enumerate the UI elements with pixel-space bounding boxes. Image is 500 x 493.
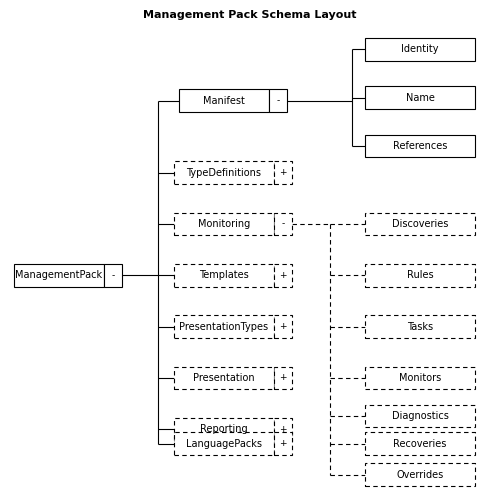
Text: +: + (279, 322, 287, 331)
Bar (174, 212, 274, 235)
Text: Manifest: Manifest (203, 96, 245, 106)
Bar (365, 432, 475, 455)
Text: Recoveries: Recoveries (394, 439, 446, 449)
Bar (274, 161, 292, 184)
Text: +: + (279, 168, 287, 177)
Bar (104, 264, 122, 286)
Bar (274, 316, 292, 338)
Text: Discoveries: Discoveries (392, 219, 448, 229)
Bar (274, 212, 292, 235)
Text: Identity: Identity (401, 44, 439, 54)
Bar (274, 432, 292, 455)
Bar (365, 135, 475, 157)
Bar (365, 405, 475, 427)
Bar (174, 367, 274, 389)
Bar (179, 89, 269, 112)
Text: TypeDefinitions: TypeDefinitions (186, 168, 262, 177)
Text: References: References (393, 141, 447, 151)
Text: Name: Name (406, 93, 434, 103)
Bar (365, 316, 475, 338)
Text: Monitoring: Monitoring (198, 219, 250, 229)
Bar (365, 38, 475, 61)
Text: Tasks: Tasks (407, 321, 433, 332)
Bar (174, 432, 274, 455)
Bar (274, 418, 292, 441)
Text: PresentationTypes: PresentationTypes (180, 321, 268, 332)
Bar (14, 264, 104, 286)
Bar (365, 463, 475, 486)
Text: +: + (279, 374, 287, 383)
Text: +: + (279, 425, 287, 434)
Text: Overrides: Overrides (396, 469, 444, 480)
Bar (365, 86, 475, 109)
Bar (365, 264, 475, 286)
Text: Presentation: Presentation (193, 373, 255, 383)
Text: Monitors: Monitors (399, 373, 441, 383)
Text: ManagementPack: ManagementPack (16, 270, 102, 280)
Text: -: - (276, 96, 280, 105)
Bar (274, 367, 292, 389)
Text: +: + (279, 271, 287, 280)
Bar (365, 367, 475, 389)
Text: +: + (279, 439, 287, 448)
Bar (174, 418, 274, 441)
Text: Management Pack Schema Layout: Management Pack Schema Layout (144, 10, 357, 20)
Text: -: - (112, 271, 114, 280)
Text: Rules: Rules (406, 270, 434, 280)
Bar (174, 161, 274, 184)
Bar (174, 316, 274, 338)
Text: Reporting: Reporting (200, 424, 248, 434)
Text: Diagnostics: Diagnostics (392, 411, 448, 421)
Bar (174, 264, 274, 286)
Text: Templates: Templates (199, 270, 249, 280)
Bar (269, 89, 287, 112)
Text: -: - (282, 219, 284, 228)
Text: LanguagePacks: LanguagePacks (186, 439, 262, 449)
Bar (274, 264, 292, 286)
Bar (365, 212, 475, 235)
